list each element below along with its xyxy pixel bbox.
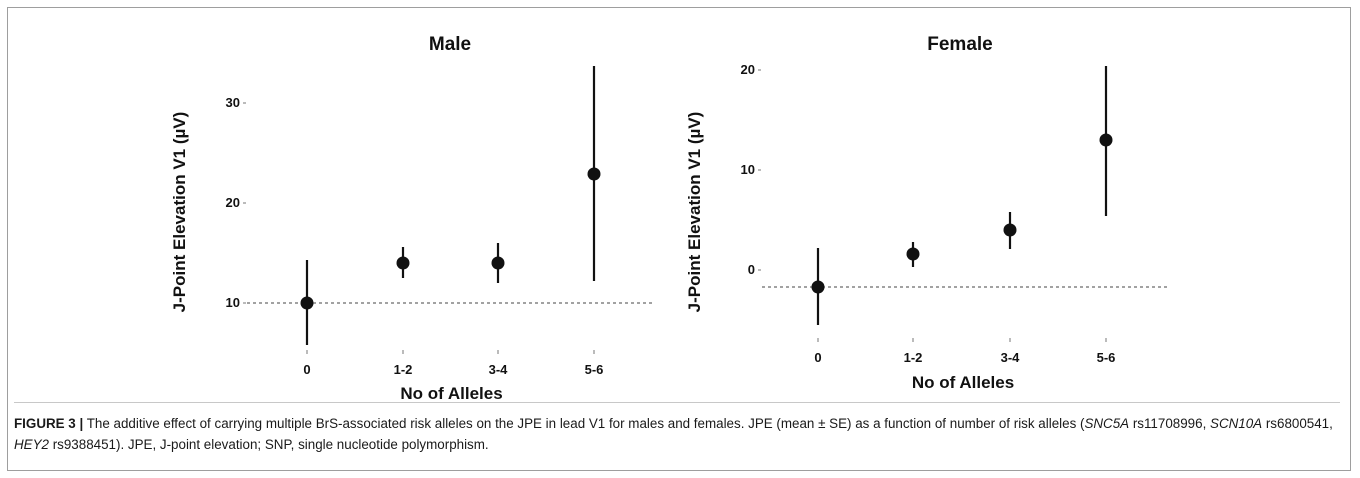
female-y-tick-label: 10 [741,162,755,177]
male-x-tick-label: 0 [303,362,310,377]
male-data-point [587,167,601,181]
female-x-tick-label: 3-4 [1001,350,1021,365]
male-data-point [491,256,505,270]
male-data-point [300,296,314,310]
male-y-tick-label: 10 [226,295,240,310]
caption-text-2: rs11708996, [1129,416,1211,431]
male-x-axis-label: No of Alleles [400,384,502,400]
gene-name-hey2: HEY2 [14,437,49,452]
figure-frame [7,7,1351,471]
male-x-tick-label: 5-6 [585,362,604,377]
female-y-tick-label: 20 [741,62,755,77]
male-y-tick-label: 20 [226,195,240,210]
gene-name-scn10a: SCN10A [1210,416,1263,431]
male-x-tick-label: 3-4 [489,362,509,377]
male-y-tick-label: 30 [226,95,240,110]
female-data-point [811,280,825,294]
caption-text-3: rs6800541, [1262,416,1333,431]
caption-text: FIGURE 3 | The additive effect of carryi… [14,413,1340,455]
caption-text-4: rs9388451). JPE, J-point elevation; SNP,… [48,437,489,452]
female-data-point [1003,223,1017,237]
female-data-point [906,247,920,261]
female-y-tick-label: 0 [748,262,755,277]
female-chart-title: Female [927,34,992,55]
female-x-tick-label: 1-2 [904,350,923,365]
male-chart-title: Male [429,34,471,55]
figure-plots: Male J-Point Elevation V1 (µV) 10 20 30 0 1-2 3… [170,34,1168,400]
male-panel: Male J-Point Elevation V1 (µV) 10 20 30 0 1-2 3… [170,34,652,400]
female-x-tick-label: 5-6 [1097,350,1116,365]
caption-text-1: The additive effect of carrying multiple… [83,416,1085,431]
figure-label: FIGURE 3 | [14,416,84,431]
figure-caption: FIGURE 3 | The additive effect of carryi… [14,402,1340,455]
gene-name-snc5a: SNC5A [1084,416,1130,431]
female-x-axis-label: No of Alleles [912,373,1014,392]
female-data-point [1099,133,1113,147]
female-y-axis-label: J-Point Elevation V1 (µV) [685,112,704,313]
male-data-point [396,256,410,270]
male-x-tick-label: 1-2 [394,362,413,377]
female-x-tick-label: 0 [814,350,821,365]
female-panel: Female J-Point Elevation V1 (µV) 0 10 20 0 1-2… [685,34,1168,392]
male-y-axis-label: J-Point Elevation V1 (µV) [170,112,189,313]
